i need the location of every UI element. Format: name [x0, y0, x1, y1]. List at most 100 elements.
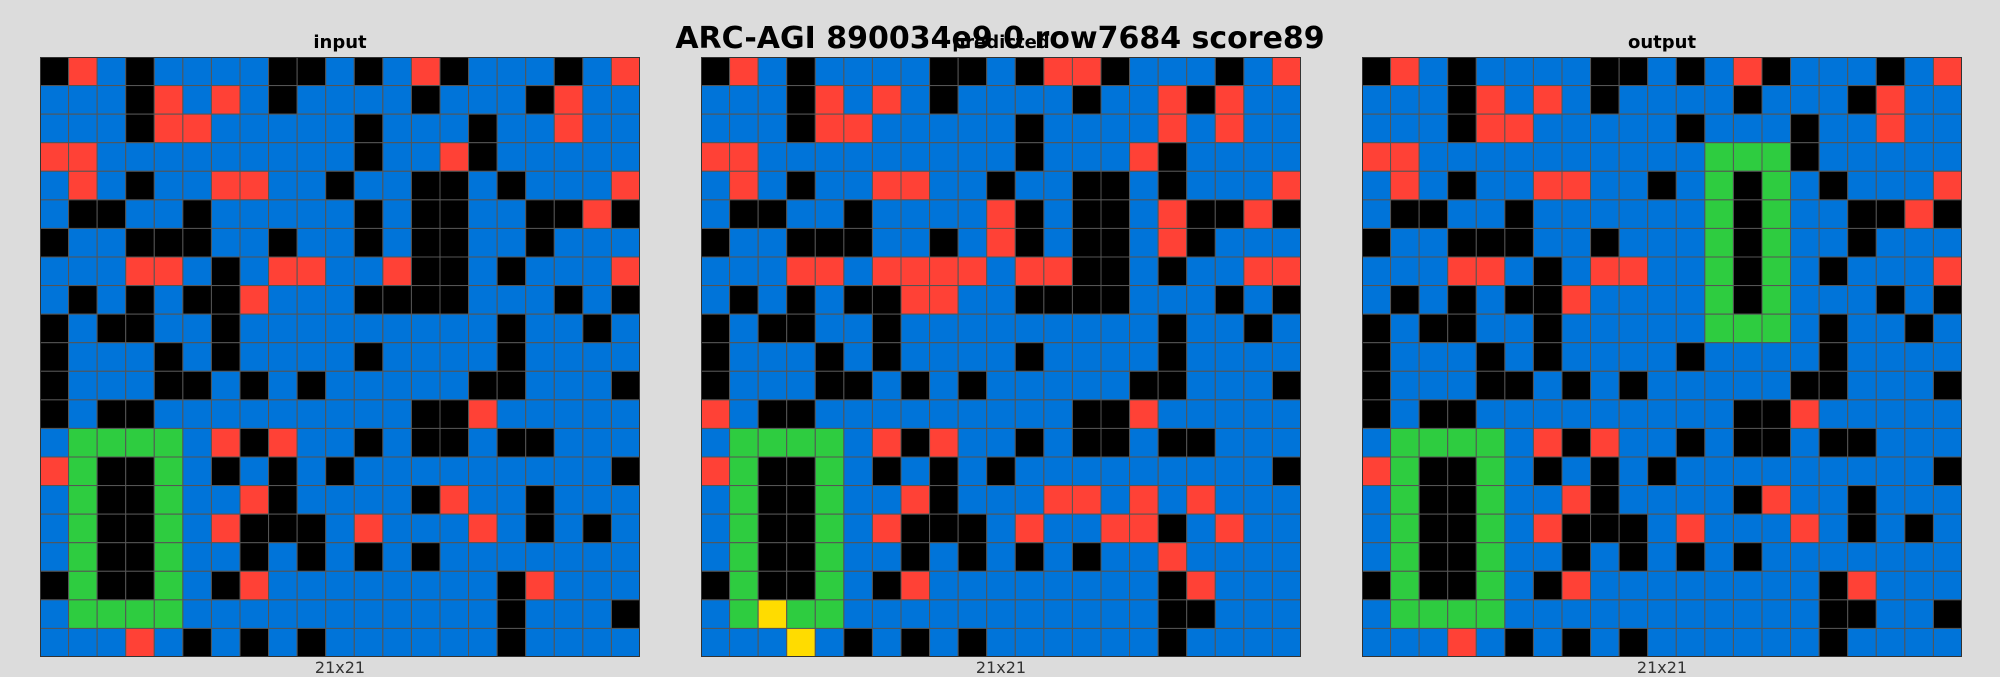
grid-cell [1271, 456, 1301, 487]
grid-cell [900, 313, 931, 344]
grid-cell [268, 142, 298, 172]
grid-cell [1129, 256, 1159, 287]
grid-cell [125, 256, 155, 287]
grid-cell [125, 513, 155, 544]
grid-cell [496, 570, 527, 601]
grid-cell [1618, 570, 1649, 601]
grid-cell [496, 313, 527, 344]
grid-cell [1532, 485, 1563, 515]
grid-cell [582, 370, 612, 401]
grid-cell [843, 142, 873, 172]
grid-cell [1186, 170, 1216, 201]
grid-cell [410, 227, 441, 258]
grid-cell [1390, 485, 1420, 515]
grid-cell [1243, 456, 1273, 487]
grid-cell [1732, 485, 1763, 515]
grid-cell [40, 57, 70, 87]
grid-cell [1847, 370, 1877, 401]
grid-cell [1590, 313, 1620, 344]
grid-cell [929, 256, 959, 287]
grid-cell [553, 599, 584, 629]
grid-cell [1761, 285, 1792, 315]
grid-cell [68, 399, 98, 429]
grid-cell [1362, 370, 1392, 401]
grid-cell [1014, 570, 1045, 601]
grid-cell [1618, 342, 1649, 372]
grid-cell [496, 85, 527, 115]
grid-cell [182, 513, 212, 544]
grid-cell [582, 399, 612, 429]
grid-cell [757, 342, 788, 372]
grid-cell [1504, 599, 1534, 629]
grid-cell [1014, 142, 1045, 172]
grid-cell [786, 57, 816, 87]
grid-cell [1875, 199, 1906, 229]
grid-cell [325, 170, 355, 201]
grid-cell [871, 170, 902, 201]
grid-cell [525, 170, 555, 201]
grid-cell [1504, 542, 1534, 572]
grid-cell [410, 542, 441, 572]
grid-cell [582, 142, 612, 172]
grid-cell [40, 599, 70, 629]
grid-cell [1847, 570, 1877, 601]
grid-cell [929, 542, 959, 572]
grid-cell [1590, 57, 1620, 87]
grid-cell [1447, 113, 1477, 144]
grid-cell [1214, 370, 1245, 401]
grid-cell [525, 199, 555, 229]
grid-cell [468, 170, 498, 201]
grid-cell [1129, 513, 1159, 544]
grid-cell [1532, 199, 1563, 229]
grid-cell [382, 599, 412, 629]
grid-cell [1390, 85, 1420, 115]
grid-cell [871, 399, 902, 429]
grid-cell [268, 570, 298, 601]
grid-cell [1590, 285, 1620, 315]
grid-cell [439, 256, 470, 287]
grid-cell [986, 399, 1016, 429]
grid-cell [439, 199, 470, 229]
grid-cell [814, 370, 845, 401]
grid-cell [1818, 427, 1849, 458]
grid-cell [153, 370, 184, 401]
grid-cell [1590, 599, 1620, 629]
grid-cell [1390, 313, 1420, 344]
grid-cell [1014, 113, 1045, 144]
grid-cell [1875, 57, 1906, 87]
grid-cell [1418, 256, 1449, 287]
grid-cell [1418, 227, 1449, 258]
grid-cell [40, 142, 70, 172]
grid-cell [496, 170, 527, 201]
grid-cell [701, 313, 731, 344]
grid-cell [1418, 427, 1449, 458]
grid-cell [1618, 285, 1649, 315]
grid-cell [153, 142, 184, 172]
grid-cell [410, 57, 441, 87]
grid-cell [1475, 456, 1506, 487]
grid-cell [439, 513, 470, 544]
grid-cell [610, 485, 640, 515]
grid-cell [96, 456, 127, 487]
grid-cell [239, 370, 270, 401]
grid-cell [900, 285, 931, 315]
grid-cell [68, 227, 98, 258]
grid-cell [268, 170, 298, 201]
grid-cell [239, 513, 270, 544]
grid-cell [1418, 170, 1449, 201]
grid-cell [1590, 342, 1620, 372]
grid-cell [353, 570, 384, 601]
grid-cell [1647, 170, 1677, 201]
grid-cell [553, 342, 584, 372]
grid-cell [468, 57, 498, 87]
grid-cell [1647, 370, 1677, 401]
grid-cell [1243, 313, 1273, 344]
grid-cell [1475, 399, 1506, 429]
grid-cell [757, 142, 788, 172]
grid-cell [268, 427, 298, 458]
grid-cell [1618, 370, 1649, 401]
grid-cell [1043, 113, 1073, 144]
grid-cell [814, 285, 845, 315]
grid-cell [1847, 199, 1877, 229]
grid-cell [410, 570, 441, 601]
